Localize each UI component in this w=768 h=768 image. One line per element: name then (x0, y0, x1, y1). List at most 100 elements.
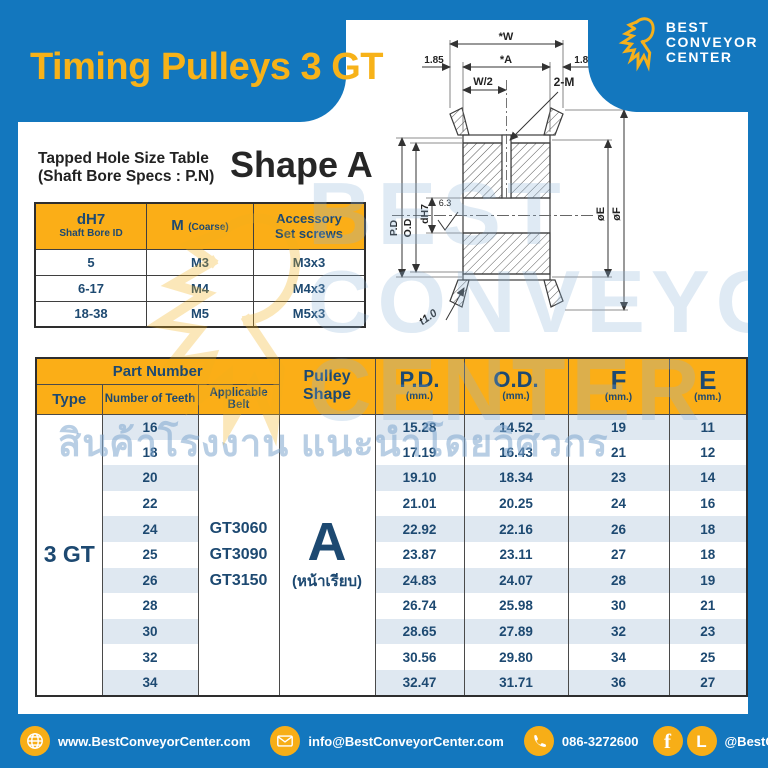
table-cell: 34 (567, 644, 670, 670)
logo-wordmark: BEST CONVEYOR CENTER (666, 20, 758, 65)
table-cell: 27 (567, 541, 670, 568)
col-shaft-bore-sub: Shaft Bore ID (59, 228, 123, 240)
table-cell: 18 (668, 541, 748, 568)
title-banner: Timing Pulleys 3 GT (0, 0, 384, 122)
table-cell: 24 (567, 490, 670, 517)
table-cell: 16 (101, 414, 199, 440)
header-pd: P.D. (mm.) (374, 358, 465, 415)
col-m-sub: (Coarse) (188, 222, 229, 234)
header-e-unit: (mm.) (694, 392, 722, 404)
table-cell: M3 (146, 248, 254, 276)
type-cell: 3 GT (35, 414, 103, 696)
table-cell: 30 (567, 593, 670, 619)
header-belt: Applicable Belt (197, 384, 280, 415)
type-value: 3 GT (43, 541, 95, 568)
table-cell: 14 (668, 465, 748, 491)
dim-label-roughness: 6.3 (439, 198, 452, 208)
table-cell: 28 (567, 567, 670, 594)
email-text: info@BestConveyorCenter.com (308, 733, 504, 749)
table-cell: 32.47 (374, 669, 465, 696)
table-cell: 18 (101, 439, 199, 466)
phone-icon (523, 726, 554, 756)
table-cell: 25 (101, 541, 199, 568)
dim-label-bore: dH7 (419, 204, 431, 224)
table-cell: 19 (567, 414, 670, 440)
table-cell: 22.16 (463, 516, 569, 542)
table-header-row: Type Number of Teeth Applicable Belt (35, 384, 747, 415)
logo-line: BEST (665, 19, 710, 35)
table-cell: 31.71 (463, 669, 569, 696)
table-cell: 19 (668, 567, 748, 594)
table-cell: 12 (668, 439, 748, 466)
phone-link[interactable]: 086-3272600 (523, 726, 639, 756)
content-card: Tapped Hole Size Table (Shaft Bore Specs… (18, 20, 748, 714)
email-link[interactable]: info@BestConveyorCenter.com (270, 726, 504, 756)
header-f-unit: (mm.) (604, 392, 633, 404)
table-cell: 26 (101, 567, 199, 594)
globe-icon (20, 726, 50, 756)
table-row: 28 26.74 25.98 30 21 (36, 593, 748, 619)
table-cell: M3x3 (253, 248, 366, 276)
table-cell: 30 (101, 618, 199, 645)
line-icon[interactable]: L (686, 726, 717, 756)
table-cell: M4 (146, 274, 254, 302)
table-cell: 16.43 (463, 439, 569, 466)
website-link[interactable]: www.BestConveyorCenter.com (20, 726, 250, 756)
table-cell: 34 (101, 669, 199, 696)
mail-icon (270, 726, 301, 756)
tapped-hole-header-row: dH7 Shaft Bore ID M (Coarse) Accessory S… (34, 202, 366, 250)
col-set-screws-line2: Set screws (275, 226, 343, 242)
table-header-row: Part Number Pulley Shape P.D. (mm.) O.D.… (35, 358, 748, 415)
table-cell: 16 (668, 490, 748, 517)
page-title: Timing Pulleys 3 GT (30, 46, 384, 88)
table-cell: 17.19 (374, 439, 465, 466)
tapped-hole-table: dH7 Shaft Bore ID M (Coarse) Accessory S… (34, 202, 366, 328)
table-cell: 18.34 (463, 465, 569, 491)
dim-label-overhang-left: 1.85 (424, 55, 444, 66)
table-row: 6-17 M4 M4x3 (34, 274, 366, 302)
table-row: 5 M3 M3x3 (34, 248, 366, 276)
social-handle-text: @BestConveyorCenter (724, 733, 768, 749)
table-cell: 21 (567, 439, 670, 466)
table-cell: 18 (668, 516, 748, 542)
goat-logo-icon (618, 17, 655, 72)
table-cell: 22 (101, 490, 199, 517)
social-links[interactable]: f L @BestConveyorCenter (652, 726, 768, 756)
header-e: E (mm.) (668, 358, 748, 415)
table-cell: 27.89 (463, 618, 569, 645)
table-cell: 24 (101, 516, 199, 542)
table-row: 26 24.83 24.07 28 19 (36, 567, 748, 594)
phone-text: 086-3272600 (561, 733, 639, 749)
table-row: 3 GT 16 GT3060 GT3090 GT3150 A (หน้าเรีย… (35, 414, 748, 696)
table-cell: 24.07 (463, 567, 569, 594)
table-row: 30 28.65 27.89 32 23 (36, 618, 748, 645)
table-cell: 32 (567, 618, 670, 645)
table-cell: 36 (567, 669, 670, 696)
table-cell: 19.10 (374, 465, 465, 491)
table-row: 24 22.92 22.16 26 18 (36, 516, 748, 542)
table-row: 22 21.01 20.25 24 16 (36, 490, 748, 517)
table-cell: 11 (668, 414, 748, 440)
header-e-label: E (699, 365, 717, 396)
table-cell: 18-38 (34, 300, 147, 328)
header-part-number: Part Number (35, 358, 280, 385)
belt-item: GT3090 (209, 545, 268, 563)
facebook-icon[interactable]: f (652, 726, 683, 756)
col-shaft-bore: dH7 Shaft Bore ID (34, 202, 147, 250)
tapped-hole-heading-line1: Tapped Hole Size Table (38, 150, 209, 167)
table-cell: 28 (101, 593, 199, 619)
table-row: 25 23.87 23.11 27 18 (36, 541, 748, 568)
dim-label-a-width: *A (500, 54, 512, 66)
header-type: Type (35, 384, 103, 415)
table-cell: 22.92 (374, 516, 465, 542)
tapped-hole-heading-line2: (Shaft Bore Specs : P.N) (38, 168, 215, 185)
header-od: O.D. (mm.) (463, 358, 569, 415)
table-cell: 20.25 (463, 490, 569, 517)
table-cell: 5 (34, 248, 147, 276)
table-cell: 6-17 (34, 274, 147, 302)
header-teeth: Number of Teeth (101, 384, 199, 415)
table-cell: 21.01 (374, 490, 465, 517)
dim-label-pitch-dia: P.D (388, 220, 400, 237)
table-cell: 23.11 (463, 541, 569, 568)
table-cell: 25 (668, 644, 748, 670)
